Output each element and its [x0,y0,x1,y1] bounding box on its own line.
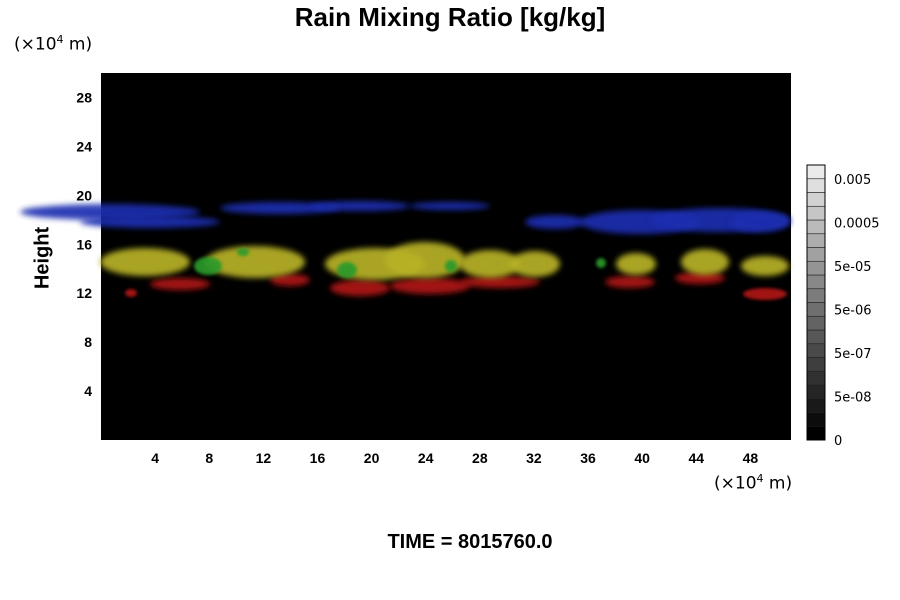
colorbar-bin [806,247,826,262]
field-blob [100,248,190,276]
field-blob [270,274,310,286]
field-blob [730,212,790,232]
colorbar-bin [806,274,826,290]
rain-field [20,201,790,300]
colorbar-bin [806,370,826,386]
colorbar-bin [806,329,826,345]
x-tick-label: 16 [310,450,326,466]
field-blob [510,251,560,277]
colorbar-bin [806,164,826,180]
field-blob [616,253,656,275]
colorbar-bin [806,302,826,317]
colorbar-bin [806,315,826,331]
field-blob [310,201,410,211]
colorbar-bin [806,178,826,193]
x-tick-label: 36 [580,450,596,466]
x-tick-label: 44 [689,450,705,466]
field-blob [220,202,340,214]
field-blob [390,278,470,294]
x-axis-unit: (×104 m) [714,472,793,494]
field-blob [525,215,585,229]
field-blob [194,257,222,275]
colorbar-bin [806,398,826,413]
x-tick-label: 40 [634,450,650,466]
colorbar-bin [806,425,826,441]
colorbar-frame [806,164,826,441]
x-tick-label: 12 [256,450,272,466]
field-blob [20,204,200,220]
field-blob [80,216,220,228]
field-blob [460,250,520,278]
y-tick-label: 8 [84,334,92,350]
colorbar-bin [806,357,826,372]
y-tick-label: 12 [76,285,92,301]
colorbar-bin [806,192,826,207]
x-tick-label: 24 [418,450,434,466]
field-blob [675,272,725,284]
field-blob [330,280,390,296]
colorbar-bin [806,412,826,427]
colorbar-bin [806,384,826,400]
x-tick-label: 48 [743,450,759,466]
field-blob [237,248,249,256]
y-tick-label: 24 [76,138,92,154]
field-blob [596,258,606,268]
colorbar-bin [806,205,826,221]
y-tick-label: 16 [76,236,92,252]
field-blob [125,289,137,297]
field-blob [337,262,357,278]
colorbar-tick-label: 0.0005 [834,217,880,232]
x-ticks: 4 8 12 16 20 24 28 32 36 40 44 48 [151,450,758,466]
field-blob [205,246,305,278]
field-blob [681,249,729,275]
colorbar-bin [806,233,826,248]
y-ticks: 4 8 12 16 20 24 28 [76,89,92,399]
y-tick-label: 20 [76,187,92,203]
colorbar-tick-label: 0.005 [834,173,871,188]
field-blob [410,202,490,210]
x-tick-label: 32 [526,450,542,466]
colorbar: 0.005 0.0005 5e-05 5e-06 5e-07 5e-08 0 [806,164,880,449]
colorbar-tick-label: 0 [834,434,842,449]
colorbar-tick-label: 5e-07 [834,347,872,362]
colorbar-bin [806,260,826,276]
field-blob [741,256,789,276]
x-tick-label: 8 [205,450,213,466]
colorbar-bin [806,288,826,303]
x-tick-label: 20 [364,450,380,466]
field-blob [605,276,655,288]
field-blob [445,260,457,272]
field-blob [385,242,465,278]
field-blob [460,276,540,288]
field-blob [150,278,210,290]
x-tick-label: 28 [472,450,488,466]
time-label: TIME = 8015760.0 [387,531,553,553]
y-axis-unit: (×104 m) [14,33,93,55]
y-tick-label: 28 [76,89,92,105]
colorbar-bin [806,343,826,358]
field-blob [743,288,787,300]
chart-title: Rain Mixing Ratio [kg/kg] [294,2,606,32]
colorbar-tick-label: 5e-08 [834,391,872,406]
colorbar-tick-label: 5e-06 [834,304,872,319]
colorbar-tick-label: 5e-05 [834,260,872,275]
colorbar-bin [806,219,826,235]
x-tick-label: 4 [151,450,159,466]
y-tick-label: 4 [84,383,92,399]
